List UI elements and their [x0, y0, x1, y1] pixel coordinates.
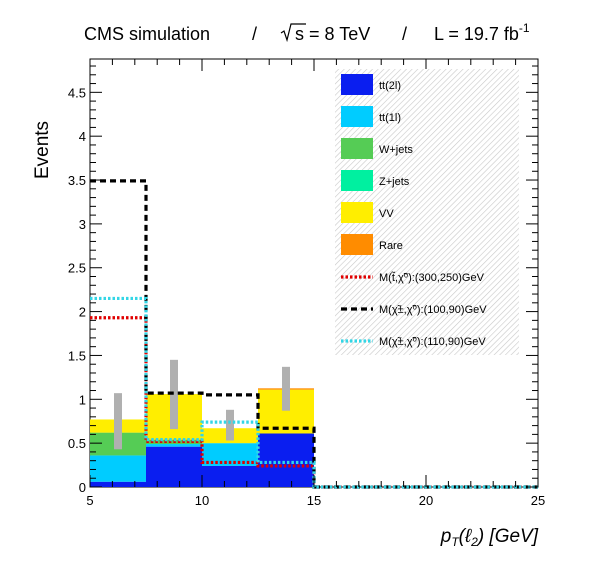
energy-label: s = 8 TeV — [280, 23, 370, 44]
y-tick-label: 0 — [79, 480, 86, 495]
bar-tt-2l--bin-2 — [202, 465, 258, 487]
lumi-label: L = 19.7 fb-1 — [434, 21, 530, 44]
axes: 5 10 15 20 25 0 0.5 1 1.5 2 2.5 3 3.5 4 4.5 — [68, 59, 545, 508]
legend-label-6: M(t̃,χ̃⁰):(300,250)GeV — [379, 271, 485, 284]
legend-label-1: tt(1l) — [379, 112, 401, 124]
legend-swatch-5 — [341, 234, 373, 255]
legend-label-7: M(χ̃±,χ̃⁰):(100,90)GeV — [379, 304, 487, 316]
y-axis-title: Events — [32, 121, 53, 179]
uncertainty-bar-0 — [114, 393, 122, 450]
bar-tt-1l--bin-2 — [202, 443, 258, 466]
uncertainty-bar-3 — [282, 366, 290, 411]
stacked-histograms — [90, 388, 314, 487]
legend-label-0: tt(2l) — [379, 80, 401, 92]
legend-swatch-3 — [341, 170, 373, 191]
legend-label-2: W+jets — [379, 144, 413, 156]
y-tick-label: 2.5 — [68, 261, 86, 276]
sqrt-sign-icon — [280, 23, 306, 43]
uncertainty-bars — [114, 359, 290, 450]
y-tick-label: 4.5 — [68, 85, 86, 100]
experiment-label: CMS simulation — [84, 24, 210, 44]
x-tick-label: 10 — [195, 493, 209, 508]
lumi-exponent: -1 — [519, 21, 530, 35]
bar-tt-2l--bin-1 — [146, 446, 202, 487]
bar-tt-2l--bin-0 — [90, 481, 146, 487]
legend-swatch-0 — [341, 74, 373, 95]
legend-swatch-2 — [341, 138, 373, 159]
legend-items: tt(2l) tt(1l) W+jets Z+jets VV Rare M(t̃,χ̃⁰):… — [341, 74, 487, 348]
separator-1: / — [252, 24, 257, 44]
energy-text: s = 8 TeV — [295, 24, 370, 44]
chart-header: CMS simulation / s = 8 TeV / L = 19.7 fb… — [84, 21, 530, 44]
uncertainty-bar-2 — [226, 409, 234, 441]
x-tick-label: 5 — [86, 493, 93, 508]
lumi-text: L = 19.7 fb — [434, 24, 519, 44]
x-tick-label: 25 — [531, 493, 545, 508]
x-tick-label: 20 — [419, 493, 433, 508]
legend-label-3: Z+jets — [379, 176, 410, 188]
uncertainty-bar-1 — [170, 359, 178, 430]
bar-tt-1l--bin-0 — [90, 455, 146, 482]
y-tick-label: 3 — [79, 217, 86, 232]
bar-tt-2l--bin-3 — [258, 433, 314, 487]
separator-2: / — [402, 24, 407, 44]
legend: tt(2l) tt(1l) W+jets Z+jets VV Rare M(t̃,χ̃⁰):… — [335, 69, 519, 355]
y-tick-label: 4 — [79, 129, 86, 144]
legend-swatch-4 — [341, 202, 373, 223]
y-tick-label: 1.5 — [68, 348, 86, 363]
y-tick-label: 0.5 — [68, 436, 86, 451]
legend-swatch-1 — [341, 106, 373, 127]
legend-label-8: M(χ̃±,χ̃⁰):(110,90)GeV — [379, 336, 486, 348]
bar-tt-1l--bin-1 — [146, 444, 202, 447]
legend-label-5: Rare — [379, 240, 403, 252]
legend-label-4: VV — [379, 208, 394, 220]
x-tick-label: 15 — [307, 493, 321, 508]
y-tick-label: 3.5 — [68, 173, 86, 188]
y-tick-label: 2 — [79, 305, 86, 320]
y-tick-label: 1 — [79, 392, 86, 407]
x-axis-title: pT(ℓ2) [GeV] — [440, 526, 539, 549]
